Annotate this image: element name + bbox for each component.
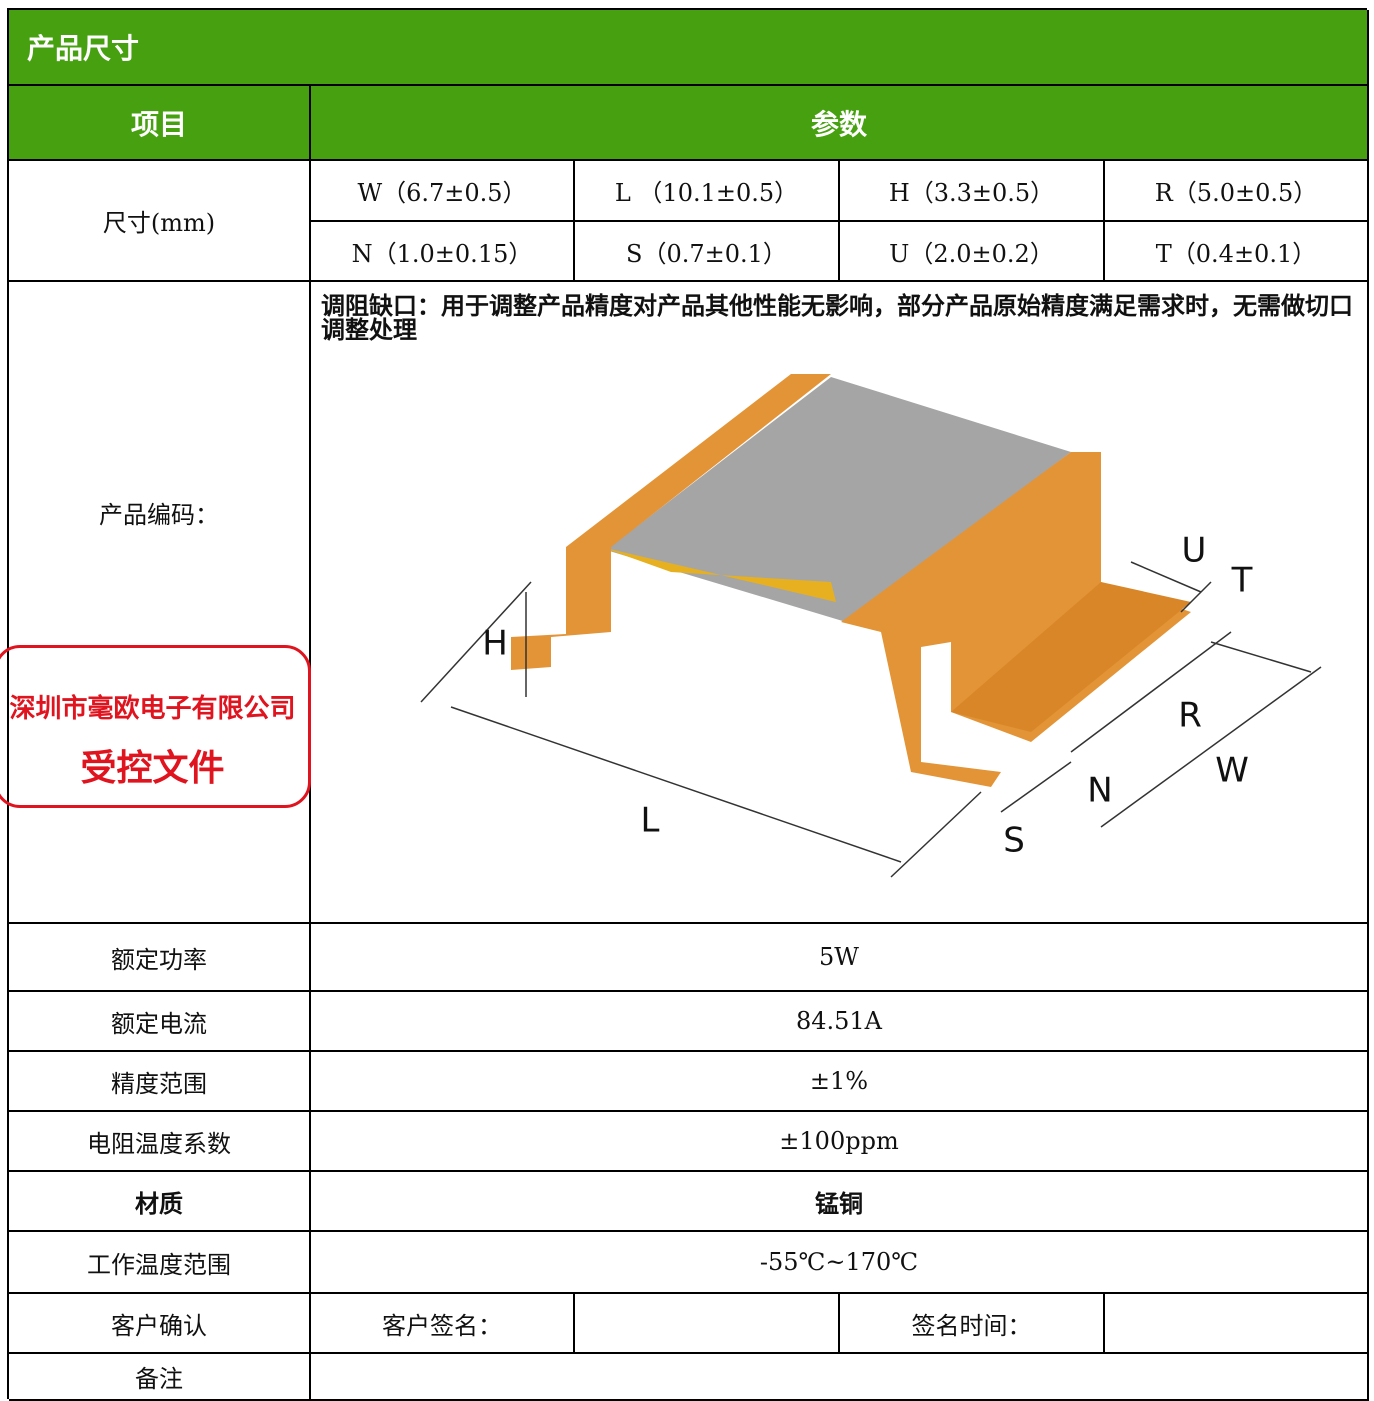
figure-label: W [1215,751,1249,791]
row-value: -55℃~170℃ [311,1232,1369,1294]
dimension-cell: S（0.7±0.1） [575,222,840,282]
row-label: 额定功率 [9,924,311,992]
dimension-cell: L （10.1±0.5） [575,161,840,222]
terminal [511,374,831,670]
dimension-cell: T（0.4±0.1） [1105,222,1369,282]
column-header: 参数 [311,86,1369,161]
dimension-cell: R（5.0±0.5） [1105,161,1369,222]
dimension-cell: W（6.7±0.5） [311,161,575,222]
row-label: 产品编码： [9,282,311,924]
sign-field[interactable] [575,1294,840,1354]
resistor-body [606,377,1071,622]
row-label: 额定电流 [9,992,311,1052]
figure-label: S [1003,821,1025,861]
row-label: 客户确认 [9,1294,311,1354]
resistor-figure: H L S N R W U T [420,374,1322,878]
note: 调阻缺口：用于调整产品精度对产品其他性能无影响，部分产品原始精度满足需求时，无需… [321,292,1353,344]
stamp-company: 深圳市毫欧电子有限公司 [9,694,296,724]
stamp: 深圳市毫欧电子有限公司 受控文件 [0,645,311,808]
dimension-cell: U（2.0±0.2） [840,222,1105,282]
dimension-cell: H（3.3±0.5） [840,161,1105,222]
document: 产品尺寸 项目 参数 尺寸(mm) W（6.7±0.5） L （10.1±0.5… [7,8,1369,1401]
stamp-text: 受控文件 [80,748,225,789]
figure-label: U [1182,531,1207,571]
row-label: 材质 [9,1172,311,1232]
row-value: ±100ppm [311,1112,1369,1172]
figure-label: R [1178,696,1202,736]
row-label: 精度范围 [9,1052,311,1112]
dimension-lines [420,561,1322,878]
terminal-face [951,582,1191,732]
column-header: 项目 [9,86,311,161]
row-label: 尺寸(mm) [9,161,311,282]
row-value: 84.51A [311,992,1369,1052]
row-label: 电阻温度系数 [9,1112,311,1172]
dimension-cell: N（1.0±0.15） [311,222,575,282]
row-label: 工作温度范围 [9,1232,311,1294]
figure-label: H [482,624,508,664]
figure-label: N [1087,771,1112,811]
terminal [841,452,1191,787]
row-value: 锰铜 [311,1172,1369,1232]
row-value: 5W [311,924,1369,992]
sign-label: 客户签名： [311,1294,575,1354]
time-label: 签名时间： [840,1294,1105,1354]
figure-label: L [641,801,660,841]
resistor-edge [601,547,836,602]
row-value: ±1% [311,1052,1369,1112]
time-field[interactable] [1105,1294,1369,1354]
figure-cell: 调阻缺口：用于调整产品精度对产品其他性能无影响，部分产品原始精度满足需求时，无需… [311,282,1369,924]
row-label: 备注 [9,1354,311,1401]
remark-field[interactable] [311,1354,1369,1401]
figure-label: T [1231,561,1253,601]
title: 产品尺寸 [9,10,1369,86]
